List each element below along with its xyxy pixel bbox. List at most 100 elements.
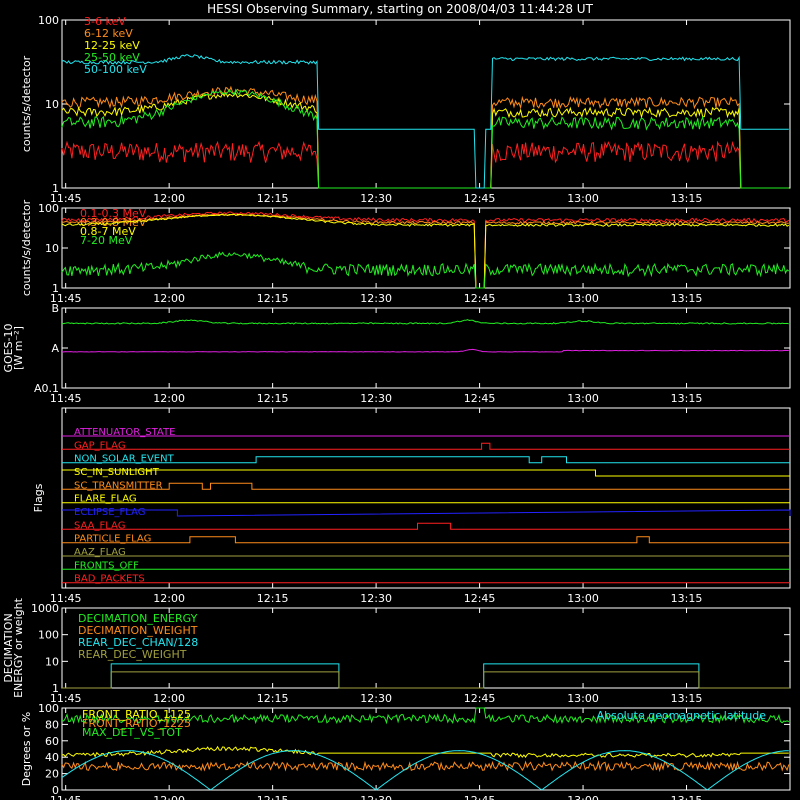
y-tick-label: A [51,342,59,355]
legend-entry: 6-12 keV [84,27,133,40]
flag-label: SC_IN_SUNLIGHT [74,467,160,478]
x-tick-label: 12:00 [153,692,185,705]
legend-entry: 7-20 MeV [80,234,133,247]
legend-entry: DECIMATION_WEIGHT [78,624,198,637]
panel-6: 11:45 12:00 12:15 12:30 12:45 13:00 13:15 0 20 40… [20,702,791,800]
x-tick-label: 12:00 [153,292,185,305]
flag-line [62,522,790,530]
x-tick-label: 12:30 [360,292,392,305]
legend-entry: 0.1-0.3 MeV [80,207,147,220]
y-tick-label: 80 [45,718,59,731]
chart-title: HESSI Observing Summary, starting on 200… [207,2,593,16]
x-tick-label: 12:30 [360,592,392,605]
x-tick-label: 12:30 [360,692,392,705]
legend-entry: FRONT_RATIO_1125 [82,708,191,721]
flag-line [62,509,791,517]
x-tick-label: 11:45 [50,794,82,800]
x-tick-label: 11:45 [50,592,82,605]
x-tick-label: 13:15 [671,192,703,205]
x-tick-label: 12:45 [464,192,496,205]
y-tick-label: 100 [38,702,59,715]
y-axis-title: Degrees or % [20,712,33,786]
rear-dec-weight-line [62,671,790,689]
x-tick-label: 13:00 [567,592,599,605]
flag-line [62,442,790,450]
x-tick-label: 12:15 [257,392,289,405]
y-tick-label: 100 [38,629,59,642]
series-line [61,213,790,289]
x-tick-label: 12:15 [257,592,289,605]
x-tick-label: 13:00 [567,692,599,705]
max-det-line [61,707,790,725]
y-tick-label: 1000 [31,602,59,615]
x-tick-label: 11:45 [50,192,82,205]
x-tick-label: 13:15 [671,692,703,705]
x-tick-label: 11:45 [50,692,82,705]
x-tick-label: 12:45 [464,292,496,305]
series-line [61,54,789,189]
y-tick-label: 0 [52,784,59,797]
x-tick-label: 13:15 [671,592,703,605]
flag-line [62,482,790,490]
x-tick-label: 12:00 [153,192,185,205]
y-axis-title: GOES-10 [2,323,15,372]
legend-entry: 12-25 keV [84,39,140,52]
y-axis-title: Flags [32,483,45,512]
legend-entry: MAX_DET_VS_TOT [82,726,182,739]
y-tick-label: 1 [52,182,59,195]
goes-short-line [61,348,789,353]
x-tick-label: 12:45 [464,692,496,705]
y-tick-label: A0.1 [34,382,59,395]
panel-4: 11:45 12:00 12:15 12:30 12:45 13:00 13:15 Flags… [32,407,791,605]
legend-entry: 0.3-0.8 MeV [80,216,147,229]
x-tick-label: 12:30 [360,192,392,205]
y-tick-label: 100 [38,202,59,215]
flag-label: SC_TRANSMITTER [74,480,163,491]
goes-long-line [61,319,789,325]
series-line [61,251,790,289]
panel-1: 11:45 12:00 12:15 12:30 12:45 13:00 13:15 1 10 10… [20,14,791,205]
x-tick-label: 12:30 [360,392,392,405]
legend-entry: 0.8-7 MeV [80,225,136,238]
y-axis-title: DECIMATION [2,613,15,682]
flag-label: PARTICLE_FLAG [74,534,151,545]
x-tick-label: 12:45 [464,592,496,605]
x-tick-label: 12:15 [257,192,289,205]
x-tick-label: 11:45 [50,392,82,405]
x-tick-label: 12:30 [360,794,392,800]
x-tick-label: 13:00 [567,392,599,405]
flag-line [62,469,790,477]
annotation: Absolute geomagnetic latitude [597,709,767,722]
flag-label: SAA_FLAG [74,520,125,531]
y-axis-units: [W m⁻²] [12,326,25,370]
plot-frame [61,407,791,589]
x-tick-label: 13:15 [671,794,703,800]
y-axis-title: counts/s/detector [20,199,33,296]
x-tick-label: 13:15 [671,292,703,305]
y-tick-label: 10 [45,98,59,111]
panel-3: 11:45 12:00 12:15 12:30 12:45 13:00 13:15 A0.1 A… [2,302,791,405]
plot-frame [61,707,791,791]
y-tick-label: 20 [45,768,59,781]
panel-2: 11:45 12:00 12:15 12:30 12:45 13:00 13:15 1 10 10… [20,199,791,305]
y-axis-units: ENERGY or weight [12,597,25,697]
series-line [61,88,789,189]
flag-label: GAP_FLAG [74,440,126,451]
legend-entry: 50-100 keV [84,63,147,76]
x-tick-label: 12:45 [464,392,496,405]
legend-entry: REAR_DEC_CHAN/128 [78,636,198,649]
y-tick-label: 1 [52,282,59,295]
x-tick-label: 12:00 [153,794,185,800]
flag-label: ECLIPSE_FLAG [74,507,145,518]
x-tick-label: 11:45 [50,292,82,305]
geomag-latitude-line [61,750,789,791]
legend-entry: FRONT_RATIO_1225 [82,717,191,730]
y-tick-label: 10 [45,242,59,255]
x-tick-label: 12:45 [464,794,496,800]
flag-label: NON_SOLAR_EVENT [74,454,175,465]
y-tick-label: 100 [38,14,59,27]
y-tick-label: B [51,302,59,315]
flag-label: BAD_PACKETS [74,574,145,585]
series-line [61,211,790,289]
